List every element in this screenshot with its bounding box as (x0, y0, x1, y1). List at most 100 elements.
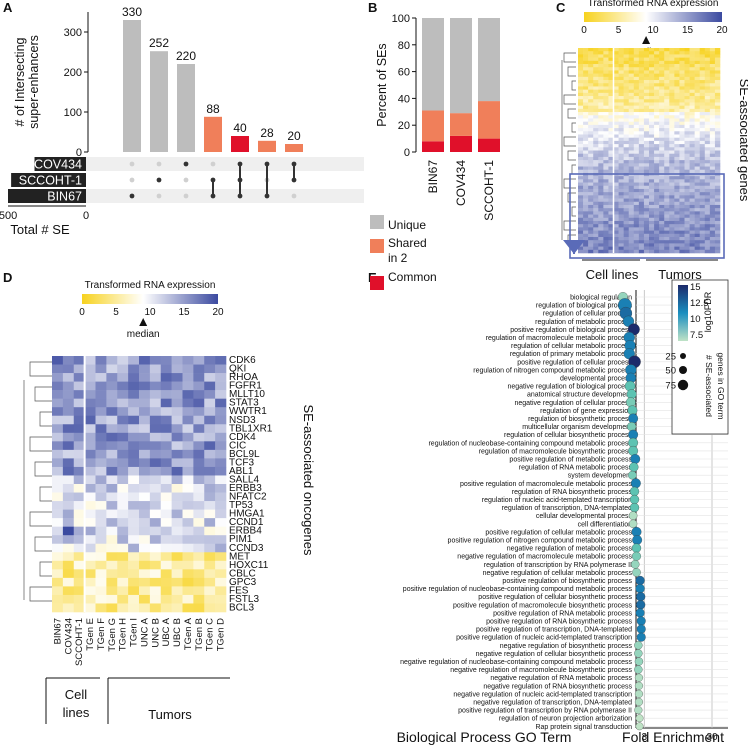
c-heat-cell (628, 243, 635, 247)
a-bar-2 (177, 64, 195, 152)
c-heat-cell (623, 246, 630, 251)
d-heat-cell (171, 560, 183, 570)
c-heat-cell (623, 108, 630, 113)
c-heat-cell (588, 48, 594, 52)
d-heat-cell (193, 390, 205, 399)
c-heat-cell (649, 230, 655, 235)
c-heat-cell (603, 246, 609, 251)
c-heat-cell (714, 240, 721, 244)
c-heat-cell (603, 108, 609, 113)
d-heat-cell (204, 466, 216, 476)
d-heat-cell (117, 535, 129, 545)
c-heat-cell (714, 188, 721, 193)
c-heat-cell (628, 89, 635, 94)
c-heat-cell (679, 227, 685, 231)
c-heat-cell (654, 115, 660, 119)
d-heat-cell (84, 518, 96, 527)
a-matrix-dot (183, 177, 189, 183)
c-heat-cell (689, 198, 695, 203)
e-term-label: negative regulation of cellular process (514, 400, 632, 407)
c-heat-cell (679, 92, 685, 97)
a-matrix-stripe (86, 157, 364, 171)
a-matrix-dot (183, 193, 189, 199)
e-dot (632, 568, 641, 577)
c-heat-cell (618, 166, 624, 171)
d-heat-cell (160, 543, 172, 553)
c-heat-cell (633, 188, 640, 193)
e-dot (635, 583, 645, 594)
c-heat-cell (598, 220, 604, 225)
d-heat-cell (106, 484, 118, 493)
c-heat-cell (608, 192, 614, 196)
c-heat-cell (608, 220, 614, 225)
c-colorbar-tick: 20 (716, 25, 728, 36)
c-heat-cell (709, 102, 716, 106)
d-heat-cell (215, 594, 227, 604)
c-heat-cell (709, 198, 716, 203)
c-heat-cell (699, 166, 706, 171)
d-heat-cell (62, 356, 75, 365)
e-term-label: negative regulation of cellular metaboli… (483, 570, 633, 577)
c-heat-cell (608, 188, 614, 193)
b-ytick-label: 60 (398, 67, 410, 79)
c-heat-cell (618, 96, 624, 100)
c-heat-cell (628, 67, 635, 71)
c-heat-cell (633, 140, 640, 145)
c-heat-cell (588, 214, 594, 219)
c-heat-cell (679, 147, 685, 151)
d-gene-label: CIC (229, 440, 246, 451)
c-heat-cell (618, 137, 624, 142)
c-heat-cell (628, 201, 635, 206)
c-heat-cell (603, 236, 609, 241)
c-heat-cell (633, 51, 640, 55)
c-heat-cell (623, 153, 630, 158)
c-heat-cell (664, 92, 670, 97)
c-heat-cell (603, 92, 609, 97)
c-heat-cell (714, 192, 721, 196)
c-heat-cell (598, 60, 604, 65)
c-heat-cell (684, 195, 690, 199)
c-heat-cell (613, 134, 619, 138)
d-heat-cell (149, 603, 162, 613)
c-heat-cell (633, 131, 640, 135)
c-heat-cell (654, 249, 660, 254)
c-heat-cell (618, 224, 624, 228)
d-group-label: lines (63, 705, 90, 720)
e-term-label: negative regulation of RNA biosynthetic … (483, 683, 632, 690)
d-heat-cell (193, 560, 205, 570)
d-heat-cell (182, 381, 194, 391)
d-heat-cell (193, 492, 205, 502)
d-heat-cell (149, 577, 162, 587)
c-heat-cell (588, 243, 594, 247)
c-heat-cell (684, 86, 690, 90)
c-heat-cell (694, 118, 701, 122)
c-ylabel: SE-associated genes (737, 79, 748, 202)
c-heat-cell (689, 246, 695, 251)
c-heat-cell (628, 147, 635, 151)
c-heat-cell (613, 105, 619, 110)
d-heat-cell (84, 415, 96, 425)
c-heat-cell (578, 249, 584, 254)
c-heat-cell (679, 230, 685, 235)
d-heat-cell (62, 526, 75, 536)
c-heat-cell (684, 128, 690, 132)
c-heat-cell (593, 211, 599, 215)
c-heat-cell (654, 198, 660, 203)
c-heat-cell (603, 73, 609, 78)
c-heat-cell (654, 86, 660, 90)
c-heat-cell (659, 64, 665, 68)
d-heat-cell (204, 458, 216, 468)
c-heat-cell (664, 76, 670, 81)
c-heat-cell (714, 137, 721, 142)
c-heat-cell (689, 96, 695, 100)
c-heat-cell (593, 54, 599, 58)
e-dot (634, 689, 643, 698)
c-heat-cell (633, 73, 640, 78)
c-heat-cell (643, 182, 650, 187)
c-heat-cell (598, 96, 604, 100)
d-heat-cell (182, 415, 194, 425)
c-heat-cell (674, 48, 680, 52)
c-heat-cell (578, 48, 584, 52)
c-heat-cell (679, 67, 685, 71)
c-heat-cell (608, 121, 614, 126)
